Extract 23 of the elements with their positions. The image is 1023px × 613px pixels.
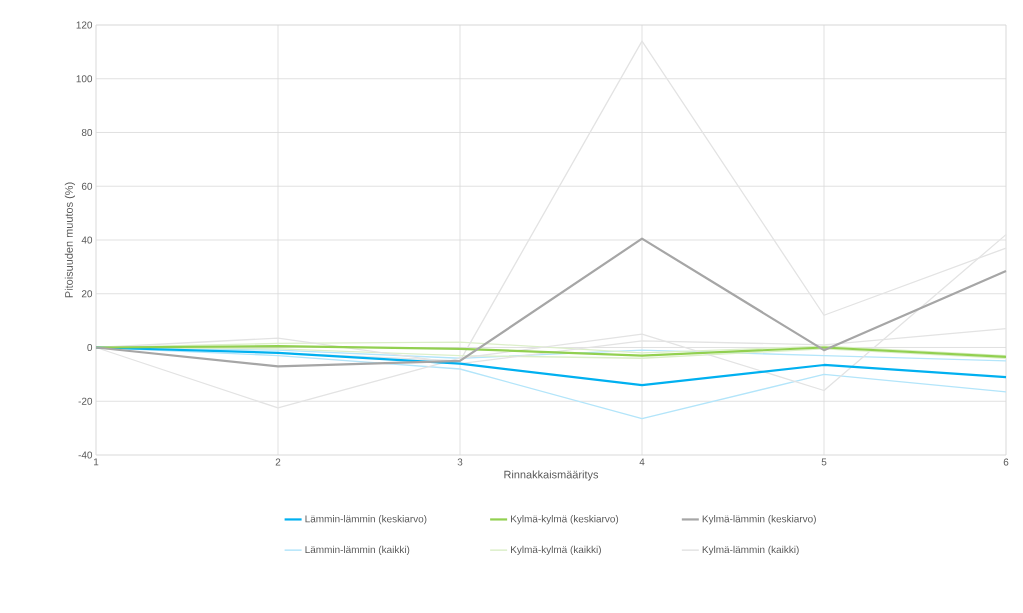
x-tick-label: 6 xyxy=(1003,458,1009,466)
x-tick-label: 1 xyxy=(94,458,99,466)
y-tick-label: -20 xyxy=(78,397,93,405)
legend-label: Lämmin-lämmin (kaikki) xyxy=(305,545,410,556)
y-tick-label: 0 xyxy=(87,343,93,352)
x-tick-label: 5 xyxy=(821,458,827,466)
y-axis-title: Pitoisuuden muutos (%) xyxy=(64,182,76,298)
legend-label: Kylmä-kylmä (keskiarvo) xyxy=(511,515,619,525)
y-tick-label: 60 xyxy=(81,182,93,190)
legend-label: Kylmä-lämmin (kaikki) xyxy=(702,545,799,556)
x-tick-label: 3 xyxy=(457,458,463,466)
legend-label: Kylmä-kylmä (kaikki) xyxy=(511,545,601,556)
legend-label: Kylmä-lämmin (keskiarvo) xyxy=(702,515,816,525)
y-tick-label: -40 xyxy=(78,451,93,459)
y-tick-label: 20 xyxy=(81,290,93,298)
y-tick-label: 120 xyxy=(76,21,93,29)
x-axis-title: Rinnakkaismääritys xyxy=(504,470,599,481)
y-tick-label: 80 xyxy=(81,128,93,137)
x-tick-label: 2 xyxy=(275,458,281,466)
x-tick-label: 4 xyxy=(639,458,645,466)
y-tick-label: 40 xyxy=(81,236,93,244)
legend-label: Lämmin-lämmin (keskiarvo) xyxy=(305,515,427,525)
y-tick-label: 100 xyxy=(76,75,93,83)
